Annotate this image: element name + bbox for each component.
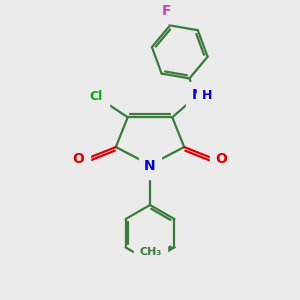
Text: N: N (144, 159, 156, 173)
Text: Cl: Cl (90, 90, 103, 103)
Text: N: N (192, 88, 203, 102)
Text: CH₃: CH₃ (140, 247, 162, 257)
Text: F: F (162, 4, 171, 18)
Text: O: O (73, 152, 85, 166)
Text: H: H (202, 88, 213, 101)
Text: O: O (215, 152, 227, 166)
